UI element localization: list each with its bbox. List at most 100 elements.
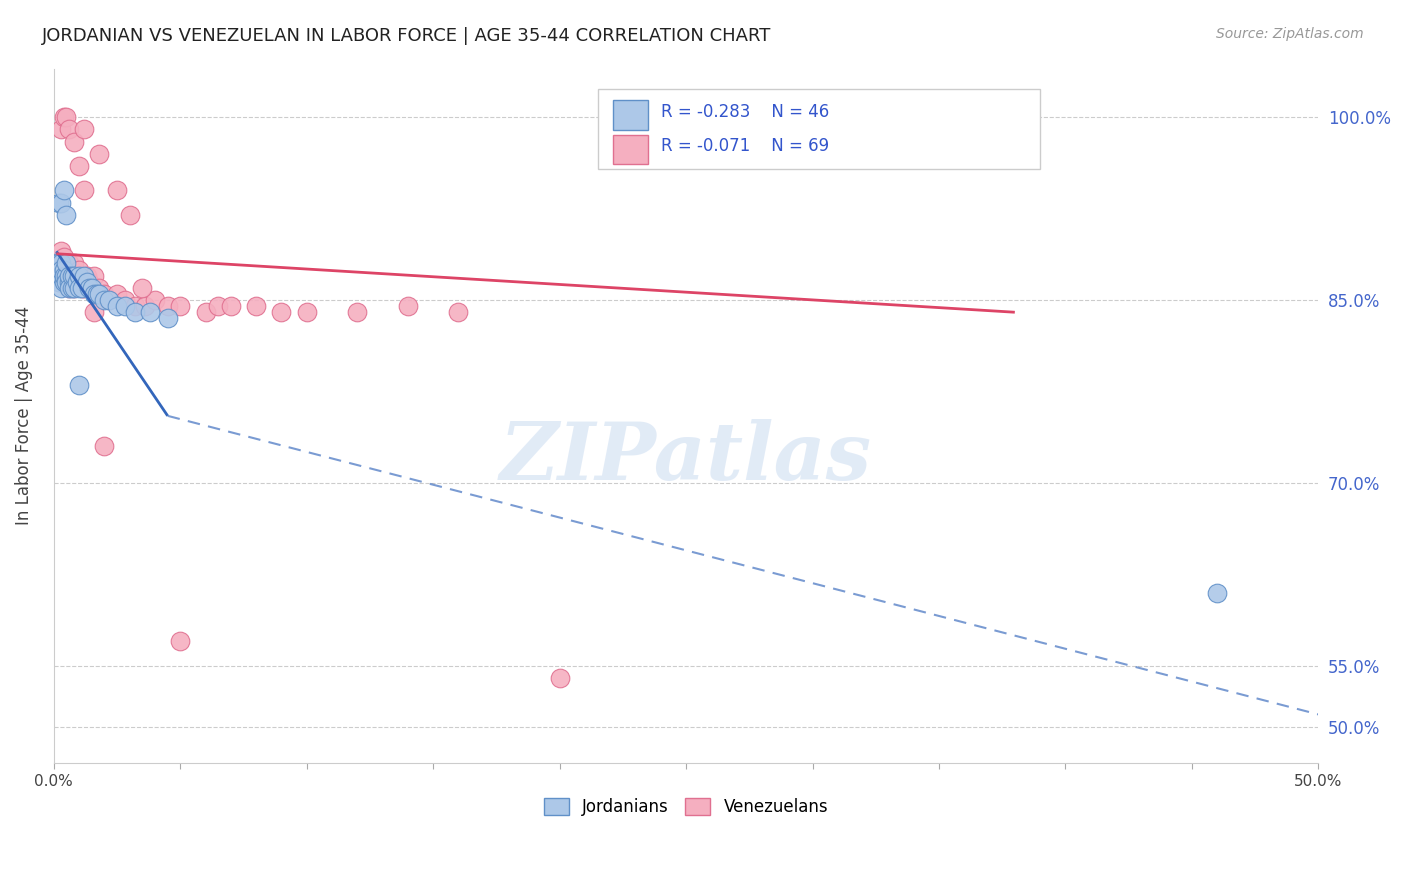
- Point: [143, 293, 166, 307]
- Point: [73, 268, 96, 283]
- Point: [295, 305, 318, 319]
- Point: [48, 195, 70, 210]
- Point: [89, 281, 111, 295]
- Point: [58, 122, 80, 136]
- Text: JORDANIAN VS VENEZUELAN IN LABOR FORCE | AGE 35-44 CORRELATION CHART: JORDANIAN VS VENEZUELAN IN LABOR FORCE |…: [42, 27, 772, 45]
- Point: [60, 275, 83, 289]
- Point: [52, 268, 75, 283]
- Point: [60, 268, 83, 283]
- Point: [51, 244, 73, 259]
- Point: [48, 275, 70, 289]
- Point: [98, 293, 121, 307]
- Point: [65, 268, 87, 283]
- Point: [83, 305, 105, 319]
- Point: [93, 439, 115, 453]
- Point: [63, 256, 86, 270]
- Point: [194, 305, 217, 319]
- Point: [58, 268, 80, 283]
- Point: [55, 262, 77, 277]
- Point: [45, 268, 67, 283]
- Point: [67, 159, 90, 173]
- Point: [76, 275, 98, 289]
- Point: [270, 305, 292, 319]
- Point: [83, 287, 105, 301]
- Point: [55, 268, 77, 283]
- Point: [55, 208, 77, 222]
- Point: [51, 268, 73, 283]
- Point: [118, 208, 141, 222]
- Point: [67, 262, 90, 277]
- Point: [63, 135, 86, 149]
- Point: [60, 281, 83, 295]
- Point: [51, 256, 73, 270]
- Point: [98, 293, 121, 307]
- Point: [65, 275, 87, 289]
- Point: [143, 865, 166, 880]
- Point: [105, 183, 128, 197]
- Point: [346, 305, 368, 319]
- Text: Source: ZipAtlas.com: Source: ZipAtlas.com: [1216, 27, 1364, 41]
- Point: [58, 275, 80, 289]
- Point: [86, 287, 108, 301]
- Point: [67, 275, 90, 289]
- Point: [48, 262, 70, 277]
- Point: [77, 281, 100, 295]
- Point: [93, 287, 115, 301]
- Point: [89, 287, 111, 301]
- Text: R = -0.071    N = 69: R = -0.071 N = 69: [661, 137, 830, 155]
- Point: [207, 299, 229, 313]
- Point: [219, 299, 242, 313]
- Point: [52, 262, 75, 277]
- Point: [58, 281, 80, 295]
- Point: [63, 268, 86, 283]
- Point: [70, 281, 93, 295]
- Legend: Jordanians, Venezuelans: Jordanians, Venezuelans: [536, 789, 837, 824]
- Point: [73, 122, 96, 136]
- Point: [70, 281, 93, 295]
- Point: [55, 268, 77, 283]
- Point: [86, 287, 108, 301]
- Point: [139, 305, 162, 319]
- Point: [124, 305, 146, 319]
- Point: [169, 299, 191, 313]
- Point: [55, 256, 77, 270]
- Point: [45, 256, 67, 270]
- Point: [51, 122, 73, 136]
- Point: [65, 275, 87, 289]
- Point: [48, 256, 70, 270]
- Point: [51, 256, 73, 270]
- Y-axis label: In Labor Force | Age 35-44: In Labor Force | Age 35-44: [15, 306, 32, 525]
- Point: [156, 311, 179, 326]
- Point: [114, 293, 136, 307]
- Point: [89, 146, 111, 161]
- Point: [58, 256, 80, 270]
- Point: [51, 262, 73, 277]
- Point: [1206, 585, 1229, 599]
- Point: [55, 110, 77, 124]
- Point: [105, 287, 128, 301]
- Point: [60, 268, 83, 283]
- Point: [83, 268, 105, 283]
- Point: [52, 110, 75, 124]
- Point: [396, 299, 419, 313]
- Point: [76, 268, 98, 283]
- Point: [48, 275, 70, 289]
- Bar: [613, 101, 648, 129]
- Point: [63, 281, 86, 295]
- Point: [1004, 110, 1026, 124]
- Point: [52, 251, 75, 265]
- Point: [134, 299, 156, 313]
- Point: [114, 299, 136, 313]
- Point: [80, 281, 103, 295]
- Point: [245, 299, 267, 313]
- Point: [51, 195, 73, 210]
- Point: [63, 281, 86, 295]
- Point: [55, 275, 77, 289]
- Point: [156, 299, 179, 313]
- Point: [58, 268, 80, 283]
- Point: [105, 299, 128, 313]
- Point: [45, 268, 67, 283]
- Point: [80, 281, 103, 295]
- Point: [67, 281, 90, 295]
- Point: [77, 275, 100, 289]
